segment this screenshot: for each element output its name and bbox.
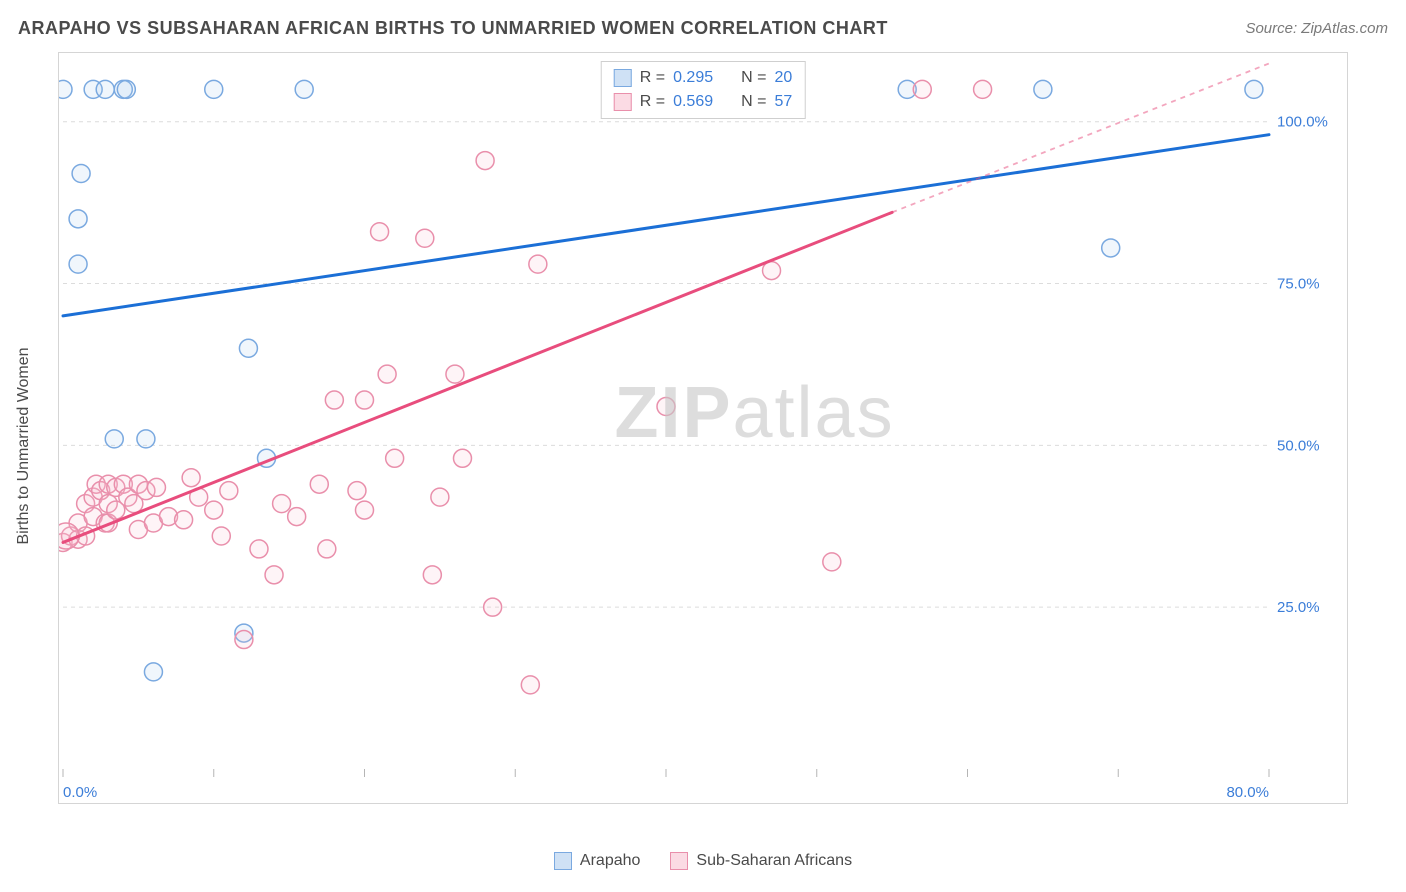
legend-label: Sub-Saharan Africans — [696, 852, 852, 870]
svg-text:75.0%: 75.0% — [1277, 276, 1320, 293]
legend-swatch — [614, 93, 632, 111]
legend-item: Sub-Saharan Africans — [670, 852, 852, 870]
chart-title: ARAPAHO VS SUBSAHARAN AFRICAN BIRTHS TO … — [18, 18, 888, 39]
svg-text:50.0%: 50.0% — [1277, 437, 1320, 454]
scatter-svg: 25.0% 50.0% 75.0% 100.0% 0.0% 80.0% — [59, 53, 1349, 805]
correlation-legend-box: R = 0.295 N = 20 R = 0.569 N = 57 — [601, 61, 806, 119]
n-label: N = — [741, 66, 766, 90]
legend-swatch — [554, 852, 572, 870]
correlation-legend-row: R = 0.569 N = 57 — [614, 90, 793, 114]
legend-swatch — [614, 69, 632, 87]
r-value: 0.569 — [673, 90, 713, 114]
legend-label: Arapaho — [580, 852, 641, 870]
svg-text:80.0%: 80.0% — [1226, 784, 1269, 801]
r-label: R = — [640, 66, 665, 90]
n-value: 57 — [774, 90, 792, 114]
source-credit: Source: ZipAtlas.com — [1245, 20, 1388, 37]
chart-plot-area: 25.0%50.0%75.0%100.0%0.0%80.0% ZIPatlas … — [58, 52, 1348, 804]
r-label: R = — [640, 90, 665, 114]
header: ARAPAHO VS SUBSAHARAN AFRICAN BIRTHS TO … — [18, 18, 1388, 39]
legend-swatch — [670, 852, 688, 870]
correlation-legend-row: R = 0.295 N = 20 — [614, 66, 793, 90]
n-label: N = — [741, 90, 766, 114]
series-legend: Arapaho Sub-Saharan Africans — [58, 852, 1348, 870]
svg-text:100.0%: 100.0% — [1277, 114, 1328, 131]
r-value: 0.295 — [673, 66, 713, 90]
svg-text:25.0%: 25.0% — [1277, 599, 1320, 616]
n-value: 20 — [774, 66, 792, 90]
y-axis-label: Births to Unmarried Women — [15, 347, 33, 544]
legend-item: Arapaho — [554, 852, 641, 870]
svg-text:0.0%: 0.0% — [63, 784, 97, 801]
